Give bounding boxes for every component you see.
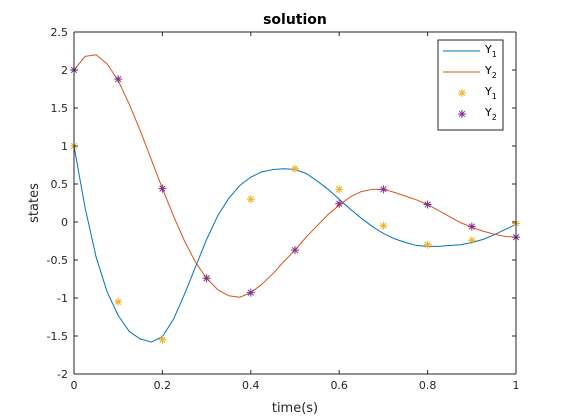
x-tick-label: 0 <box>71 379 78 392</box>
x-axis-title: time(s) <box>272 401 318 416</box>
y-tick-label: -0.5 <box>47 254 68 267</box>
data-point-y-1-marker <box>379 221 388 230</box>
data-point-y-2-marker <box>246 288 255 297</box>
data-point-y-2-marker <box>467 222 476 231</box>
data-point-y-2-marker <box>114 75 123 84</box>
series-layer <box>70 54 520 344</box>
data-point-y-2-marker <box>335 199 344 208</box>
legend-swatch-marker <box>458 110 466 118</box>
y-tick-label: 2 <box>61 64 68 77</box>
y-tick-label: 0 <box>61 216 68 229</box>
data-point-y-1-marker <box>467 236 476 245</box>
y-axis-title: states <box>27 183 42 223</box>
data-point-y-1-marker <box>158 335 167 344</box>
x-tick-label: 1 <box>513 379 520 392</box>
data-point-y-2-marker <box>158 184 167 193</box>
legend-label: Y1 <box>484 85 497 101</box>
x-tick-label: 0.6 <box>330 379 348 392</box>
data-point-y-1-marker <box>246 195 255 204</box>
x-tick-label: 0.2 <box>154 379 172 392</box>
data-point-y-2-marker <box>291 246 299 255</box>
y-tick-label: -1 <box>57 292 68 305</box>
x-tick-label: 0.4 <box>242 379 260 392</box>
y-tick-label: 2.5 <box>51 26 69 39</box>
data-point-y-2-marker <box>423 200 432 209</box>
y-tick-label: 1.5 <box>51 102 69 115</box>
y-tick-label: 0.5 <box>51 178 69 191</box>
data-point-y-1-marker <box>291 164 299 173</box>
legend-label: Y2 <box>484 64 497 80</box>
data-point-y-1-marker <box>423 240 432 249</box>
x-tick-label: 0.8 <box>419 379 437 392</box>
data-point-y-2-marker <box>202 274 211 283</box>
y-tick-label: 1 <box>61 140 68 153</box>
y-tick-label: -1.5 <box>47 330 68 343</box>
legend-swatch-marker <box>458 89 466 97</box>
legend-label: Y2 <box>484 106 497 122</box>
axes-layer: 0 0.2 0.4 0.6 0.8 1 -2 -1.5 -1 -0.5 0 0.5 1 1.5 2 2.5 <box>47 26 520 392</box>
chart-title: solution <box>263 12 327 28</box>
data-point-y-2-marker <box>379 185 388 194</box>
legend: Y1 Y2 Y1 Y2 <box>437 39 504 131</box>
y-tick-label: -2 <box>57 368 68 381</box>
legend-label: Y1 <box>484 43 497 59</box>
legend-box <box>437 39 504 131</box>
data-point-y-1-marker <box>335 185 344 194</box>
data-point-y-1-marker <box>114 297 123 306</box>
